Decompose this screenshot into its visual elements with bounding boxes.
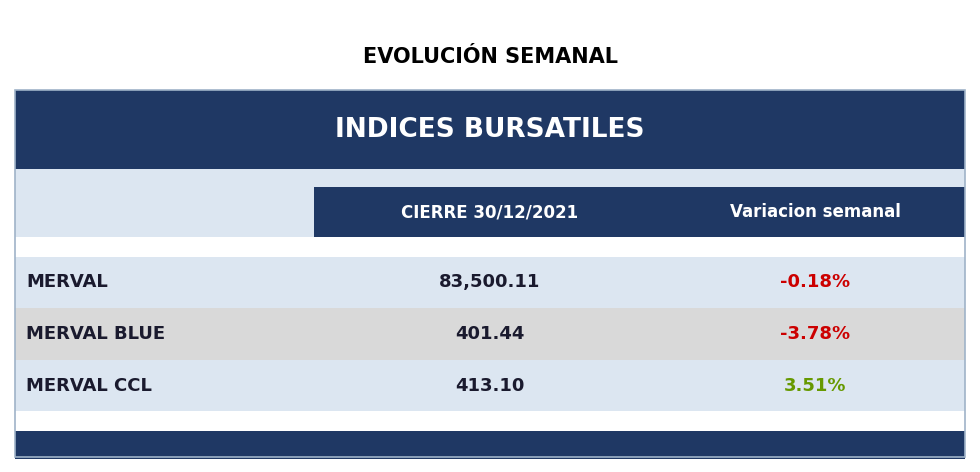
Text: CIERRE 30/12/2021: CIERRE 30/12/2021 [402, 203, 578, 221]
Text: 83,500.11: 83,500.11 [439, 273, 541, 291]
Text: 3.51%: 3.51% [784, 377, 847, 395]
Text: 413.10: 413.10 [456, 377, 524, 395]
Text: EVOLUCIÓN SEMANAL: EVOLUCIÓN SEMANAL [363, 47, 617, 67]
Text: MERVAL: MERVAL [26, 273, 108, 291]
Text: MERVAL BLUE: MERVAL BLUE [26, 325, 166, 343]
Text: -0.18%: -0.18% [780, 273, 851, 291]
Text: INDICES BURSATILES: INDICES BURSATILES [335, 117, 645, 143]
Text: MERVAL CCL: MERVAL CCL [26, 377, 152, 395]
Text: 401.44: 401.44 [456, 325, 524, 343]
Text: -3.78%: -3.78% [780, 325, 851, 343]
Text: Variacion semanal: Variacion semanal [730, 203, 901, 221]
